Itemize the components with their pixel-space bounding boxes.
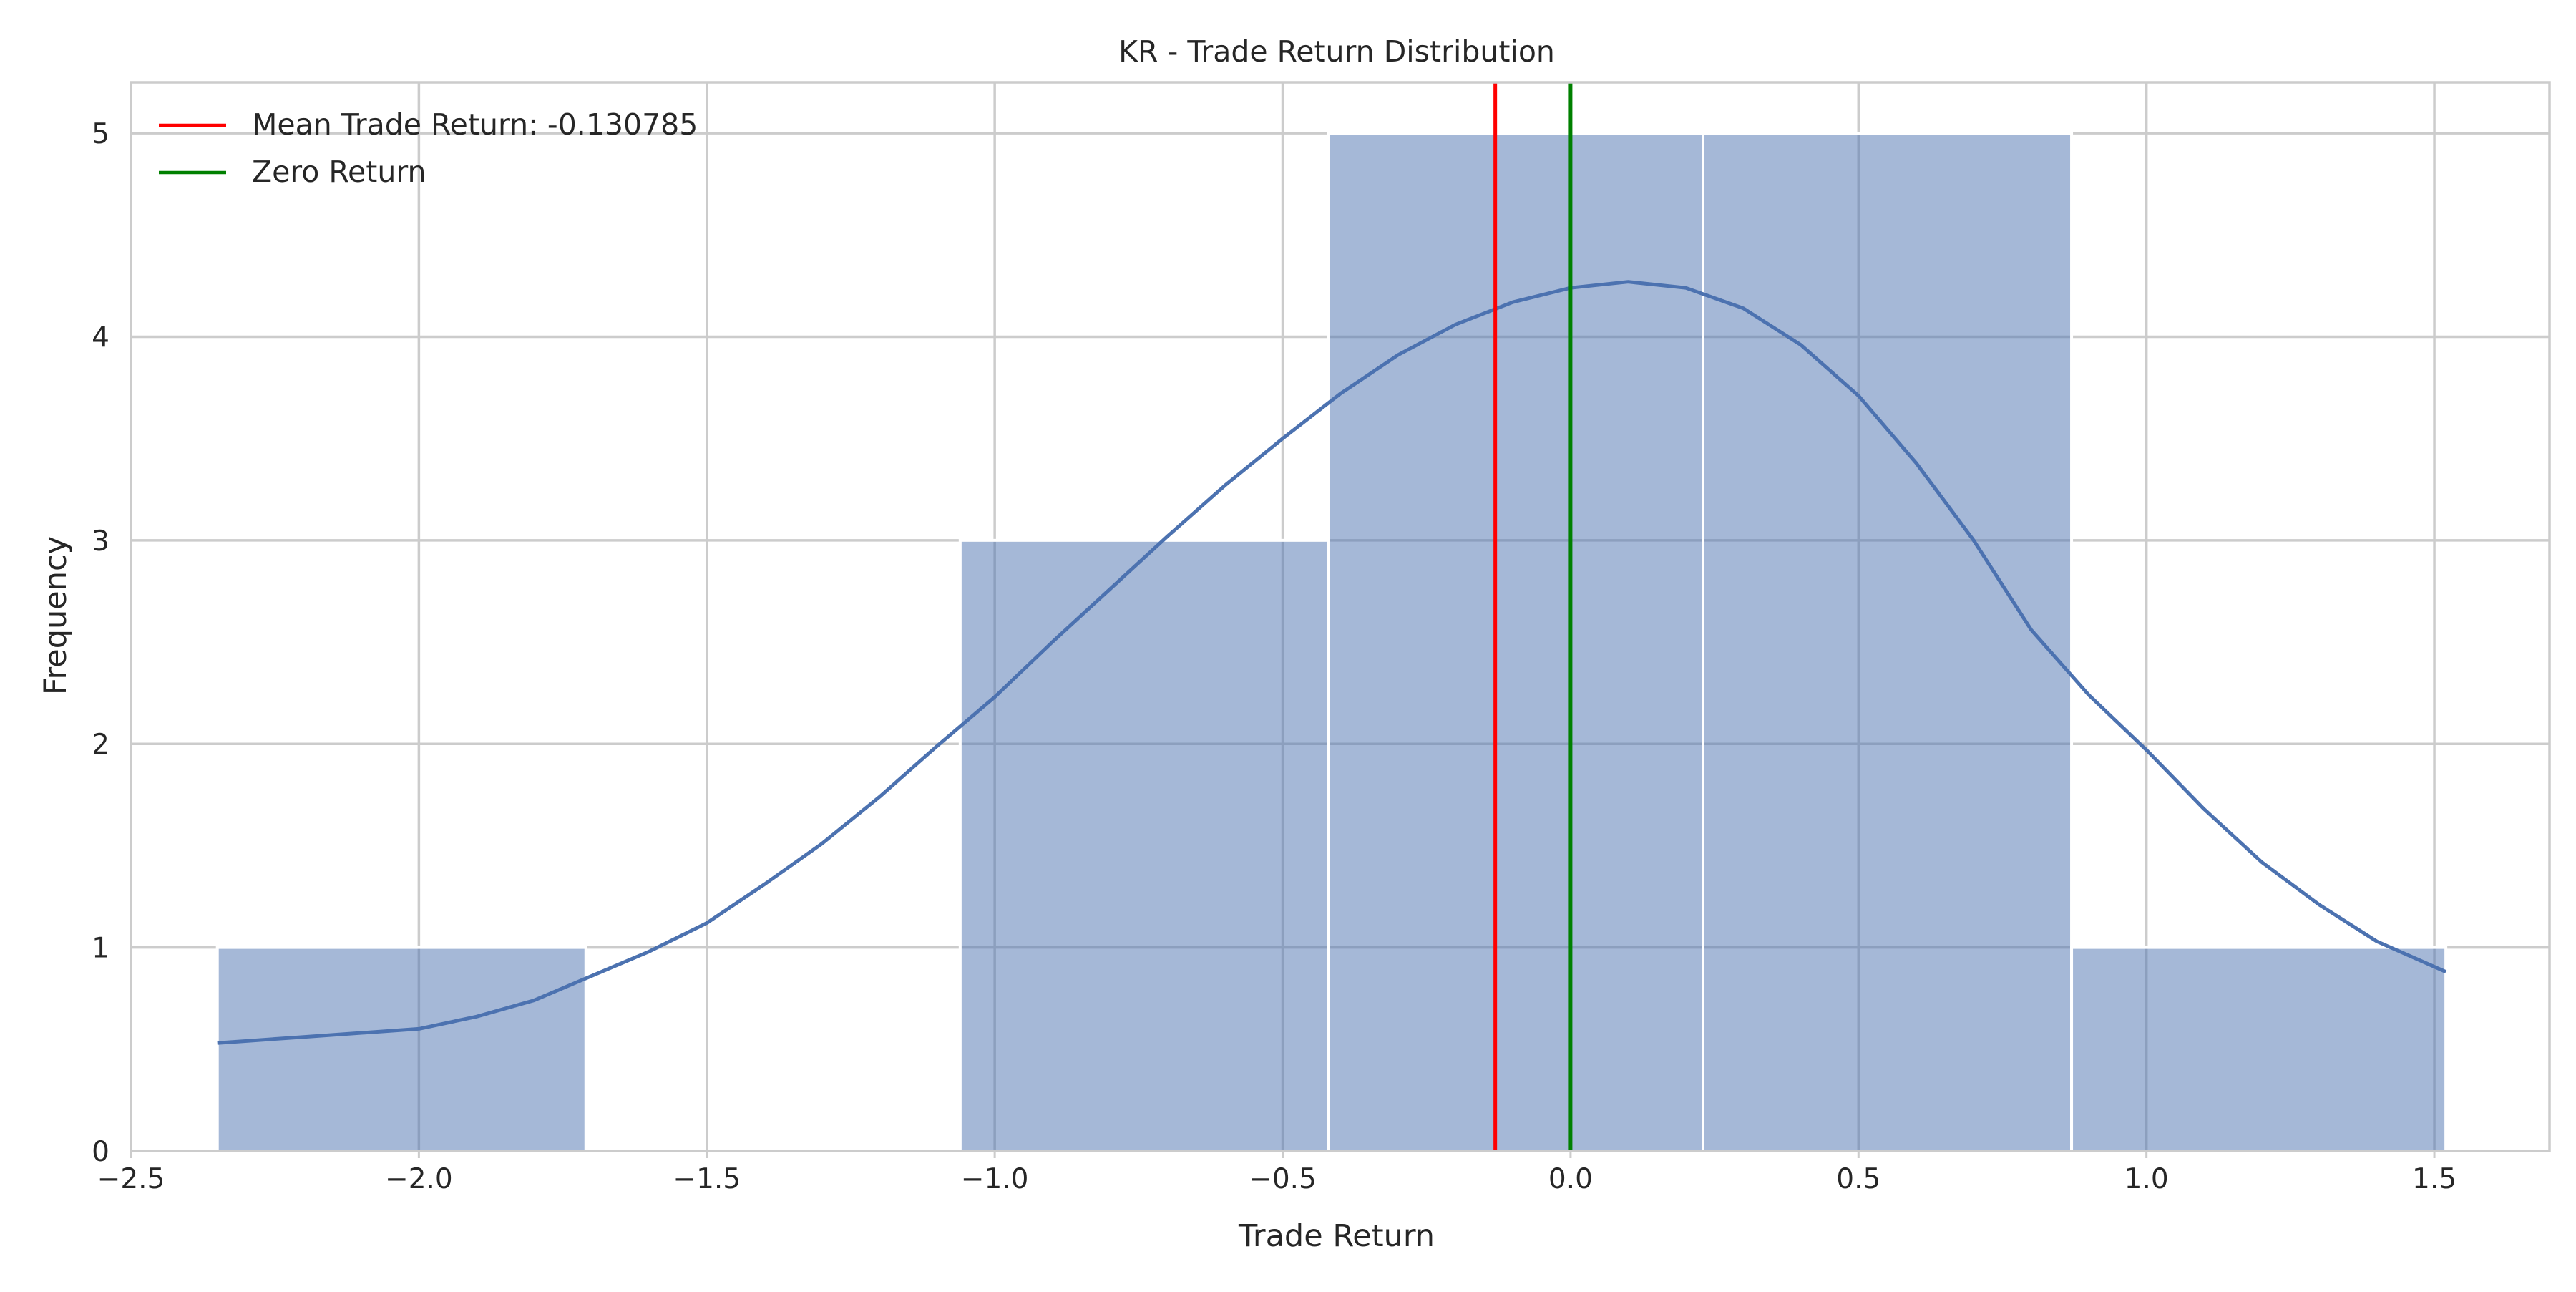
legend-label-zero: Zero Return	[252, 155, 426, 189]
chart-title: KR - Trade Return Distribution	[1118, 34, 1555, 69]
kde-curve	[217, 280, 2447, 1045]
plot-frame	[130, 81, 2551, 1152]
histogram-bar	[215, 946, 587, 1152]
x-tick-label: −2.5	[97, 1163, 165, 1195]
histogram-bar	[1327, 132, 1704, 1153]
y-axis-ticks: 0 1 2 3 4 5	[92, 118, 109, 1168]
y-axis-label: Frequency	[38, 536, 74, 695]
kde-curve-group	[217, 280, 2447, 1045]
histogram-bar	[2070, 946, 2448, 1152]
y-tick-label: 4	[92, 321, 109, 354]
histogram-bar	[958, 538, 1330, 1152]
reference-lines	[1493, 82, 1573, 1151]
x-tick-label: 0.5	[1836, 1163, 1880, 1195]
histogram-bars	[215, 132, 2448, 1153]
x-tick-label: −1.5	[673, 1163, 741, 1195]
legend: Mean Trade Return: -0.130785 Zero Return	[159, 107, 698, 189]
y-tick-label: 5	[92, 118, 109, 150]
y-tick-label: 2	[92, 729, 109, 761]
x-tick-label: 1.5	[2412, 1163, 2457, 1195]
x-axis-ticks: −2.5 −2.0 −1.5 −1.0 −0.5 0.0 0.5 1.0 1.5	[97, 1151, 2457, 1195]
x-axis-label: Trade Return	[1238, 1218, 1435, 1254]
y-tick-label: 1	[92, 933, 109, 965]
y-tick-label: 0	[92, 1136, 109, 1168]
x-tick-label: 1.0	[2124, 1163, 2169, 1195]
x-tick-label: 0.0	[1548, 1163, 1593, 1195]
x-tick-label: −0.5	[1249, 1163, 1317, 1195]
legend-label-mean: Mean Trade Return: -0.130785	[252, 107, 698, 142]
x-tick-label: −1.0	[961, 1163, 1029, 1195]
histogram-bar	[1702, 132, 2074, 1153]
y-tick-label: 3	[92, 525, 109, 558]
x-tick-label: −2.0	[385, 1163, 453, 1195]
